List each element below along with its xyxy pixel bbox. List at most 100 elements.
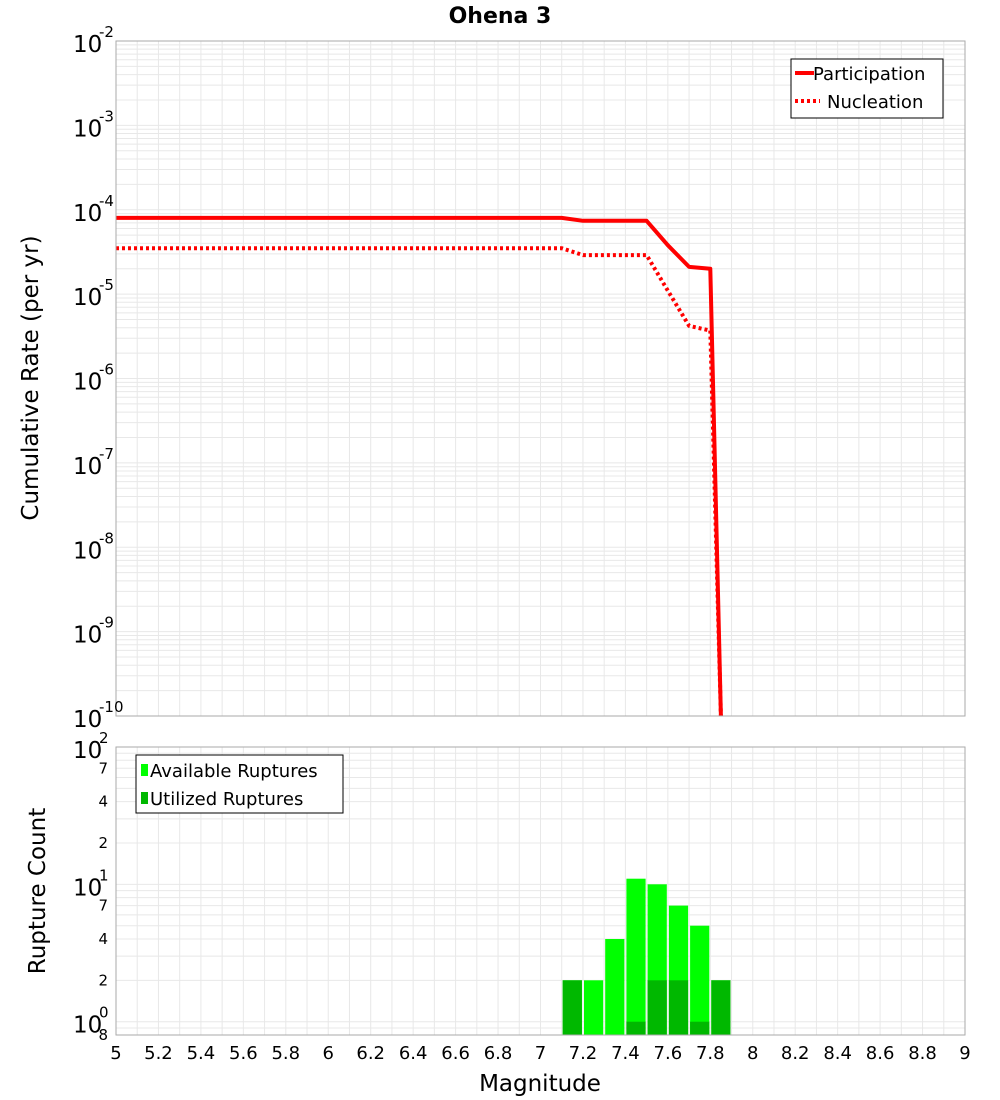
magnitude-x-tick-label: 9: [959, 1043, 970, 1064]
magnitude-x-tick-label: 5.6: [229, 1043, 258, 1064]
rate-legend: Participation Nucleation: [790, 58, 944, 119]
utilized-rupture-bar: [668, 980, 689, 1035]
rate-y-tick: 10-7: [73, 445, 114, 480]
rate-plot-series: [116, 215, 723, 717]
utilized-rupture-bar: [562, 980, 582, 1035]
rate-y-tick: 10-2: [73, 23, 114, 58]
utilized-rupture-bar: [711, 980, 731, 1035]
utilized-rupture-bar: [626, 1021, 646, 1035]
rate-y-tick-base: 10: [73, 370, 102, 396]
legend-utilized-swatch: [141, 792, 148, 804]
available-rupture-bar: [626, 878, 646, 1035]
magnitude-x-ticks: 5 5.2 5.4 5.6 5.8 6 6.2 6.4 6.6 6.8 7 7.2 7.4 7.6 7.8 8…: [110, 1043, 970, 1064]
available-rupture-bar: [690, 925, 710, 1035]
rate-y-tick-exponent: -8: [99, 529, 114, 547]
rate-y-axis-label: Cumulative Rate (per yr): [18, 235, 44, 520]
rupture-plot-grid: [115, 747, 966, 1035]
rate-y-tick: 10-6: [73, 361, 114, 396]
rate-y-tick-exponent: -2: [99, 23, 114, 41]
rate-y-tick-base: 10: [73, 285, 102, 311]
rate-y-tick-exponent: -6: [99, 361, 114, 379]
rate-legend-box: [790, 58, 944, 119]
magnitude-x-tick-label: 8.4: [823, 1043, 852, 1064]
rupture-y-tick-exponent: 2: [99, 729, 109, 747]
magnitude-x-tick-label: 7: [535, 1043, 546, 1064]
magnitude-x-tick-label: 7.4: [611, 1043, 640, 1064]
available-rupture-bar: [584, 980, 604, 1035]
magnitude-x-tick-label: 5.8: [271, 1043, 300, 1064]
magnitude-x-tick-label: 6.8: [484, 1043, 513, 1064]
rupture-y-tick: 102: [73, 729, 109, 764]
rate-y-tick-exponent: -10: [99, 698, 124, 716]
rupture-y-tick: 7: [98, 759, 108, 777]
rate-y-tick-exponent: -3: [99, 107, 114, 125]
legend-participation-label: Participation: [813, 64, 925, 85]
rate-y-tick-exponent: -9: [99, 614, 114, 632]
rupture-y-tick-label: 2: [98, 971, 108, 989]
rupture-y-tick-label: 8: [98, 1026, 108, 1044]
magnitude-x-tick-label: 5: [110, 1043, 121, 1064]
rupture-y-tick: 2: [98, 834, 108, 852]
magnitude-x-tick-label: 6.6: [441, 1043, 470, 1064]
magnitude-x-axis-label: Magnitude: [479, 1071, 601, 1097]
rate-y-tick-base: 10: [73, 538, 102, 564]
rupture-y-tick: 7: [98, 897, 108, 915]
magnitude-x-tick-label: 6.4: [399, 1043, 428, 1064]
rupture-y-tick: 4: [98, 930, 108, 948]
rate-y-tick: 10-3: [73, 107, 114, 142]
rate-y-ticks: 10-210-310-410-510-610-710-810-910-10: [73, 23, 124, 733]
legend-available-label: Available Ruptures: [150, 761, 318, 782]
rupture-y-tick: 2: [98, 971, 108, 989]
magnitude-x-tick-label: 8: [747, 1043, 758, 1064]
magnitude-x-tick-label: 5.4: [187, 1043, 216, 1064]
rupture-plot-frame: [115, 746, 966, 1036]
rate-y-tick: 10-5: [73, 276, 114, 311]
rate-y-tick-exponent: -7: [99, 445, 114, 463]
rupture-y-axis-label: Rupture Count: [25, 808, 51, 974]
rate-y-tick-base: 10: [73, 454, 102, 480]
rupture-legend-box: [135, 754, 344, 814]
legend-nucleation-label: Nucleation: [827, 92, 923, 113]
magnitude-x-tick-label: 7.2: [569, 1043, 598, 1064]
utilized-rupture-bar: [647, 980, 667, 1035]
chart-title: Ohena 3: [449, 4, 552, 29]
magnitude-x-tick-label: 5.2: [144, 1043, 173, 1064]
legend-available-swatch: [141, 764, 148, 776]
rupture-y-tick-exponent: 1: [99, 866, 109, 884]
utilized-rupture-bar: [690, 1021, 710, 1035]
rupture-y-tick-label: 7: [98, 759, 108, 777]
magnitude-x-tick-label: 6: [323, 1043, 334, 1064]
rupture-y-tick-exponent: 0: [99, 1004, 109, 1022]
nucleation-line: [116, 246, 723, 717]
rupture-y-tick-base: 10: [73, 738, 102, 764]
magnitude-x-tick-label: 8.2: [781, 1043, 810, 1064]
rate-y-tick-base: 10: [73, 116, 102, 142]
available-rupture-bar: [605, 939, 625, 1035]
rate-y-tick: 10-8: [73, 529, 114, 564]
rupture-legend: Available Ruptures Utilized Ruptures: [135, 754, 344, 814]
magnitude-x-tick-label: 8.8: [908, 1043, 937, 1064]
rate-y-tick-base: 10: [73, 623, 102, 649]
rate-y-tick: 10-10: [73, 698, 124, 733]
rate-plot-frame: [115, 40, 966, 717]
rupture-y-tick-label: 4: [98, 793, 108, 811]
rate-y-tick: 10-9: [73, 614, 114, 649]
rupture-y-tick: 4: [98, 793, 108, 811]
magnitude-x-tick-label: 6.2: [356, 1043, 385, 1064]
rate-y-tick-base: 10: [73, 201, 102, 227]
rupture-y-tick: 101: [73, 866, 109, 901]
rate-y-tick-exponent: -4: [99, 192, 114, 210]
rate-y-tick-base: 10: [73, 32, 102, 58]
rupture-bars: [562, 878, 731, 1035]
magnitude-x-tick-label: 7.8: [696, 1043, 725, 1064]
rate-y-tick: 10-4: [73, 192, 114, 227]
rupture-y-tick-base: 10: [73, 1013, 102, 1039]
rate-plot-panel: 10-210-310-410-510-610-710-810-910-10 Cu…: [18, 23, 966, 733]
rupture-y-tick: 100: [73, 1004, 109, 1039]
magnitude-x-tick-label: 7.6: [654, 1043, 683, 1064]
rate-y-tick-base: 10: [73, 707, 102, 733]
